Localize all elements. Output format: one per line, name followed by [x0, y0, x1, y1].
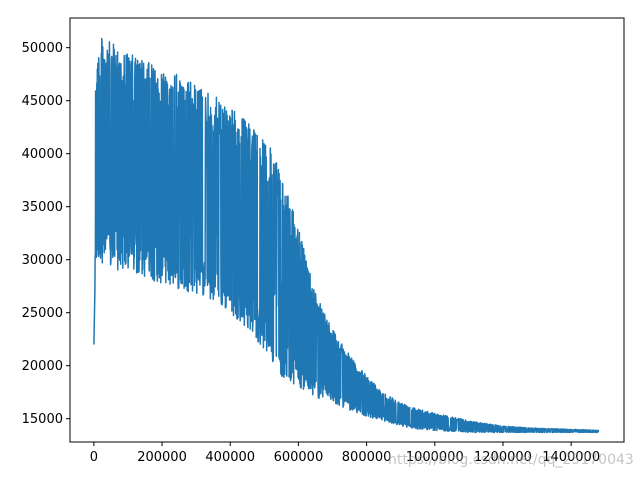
y-tick-label: 50000 [22, 41, 63, 56]
x-tick-label: 0 [90, 450, 98, 465]
axes-frame [69, 17, 625, 443]
y-tick-label: 15000 [22, 412, 63, 427]
x-tick-label: 400000 [205, 450, 255, 465]
x-tick-label: 1400000 [542, 450, 600, 465]
x-axis: 0 200000 400000 600000 800000 1000000 1200000 1… [90, 442, 600, 465]
plot-area [93, 37, 600, 434]
x-tick-label: 1200000 [474, 450, 532, 465]
y-tick-label: 40000 [22, 147, 63, 162]
y-tick-label: 20000 [22, 359, 63, 374]
x-tick-label: 1000000 [406, 450, 464, 465]
y-axis: 15000 20000 25000 30000 35000 40000 45000 50000 [22, 41, 70, 427]
x-tick-label: 200000 [137, 450, 187, 465]
y-tick-label: 25000 [22, 306, 63, 321]
y-tick-label: 30000 [22, 253, 63, 268]
y-tick-label: 45000 [22, 94, 63, 109]
x-tick-label: 800000 [342, 450, 392, 465]
watermark-text: https://blog.csdn.net/qq_25170043 [388, 452, 634, 468]
x-tick-label: 600000 [274, 450, 324, 465]
series-line [93, 37, 600, 434]
y-tick-label: 35000 [22, 200, 63, 215]
